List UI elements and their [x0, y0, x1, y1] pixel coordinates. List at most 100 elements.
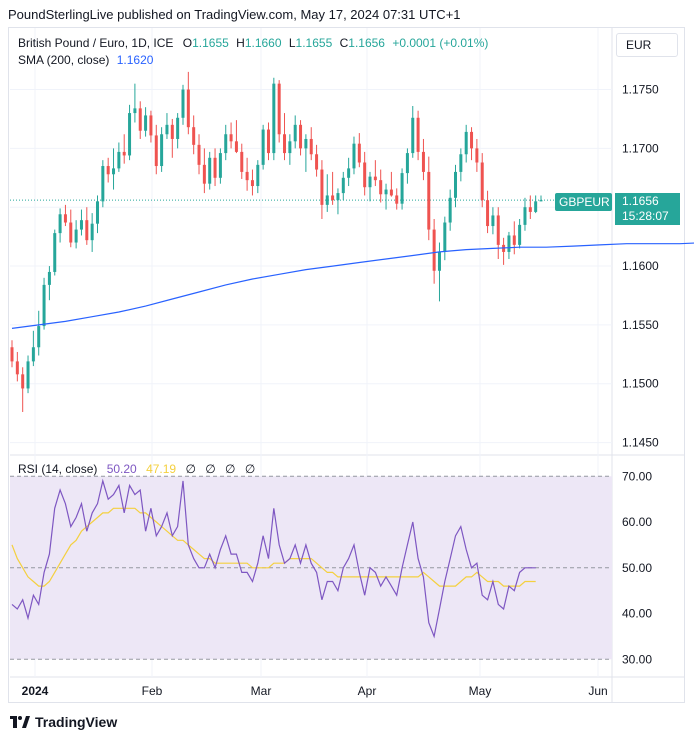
candle-body[interactable]: [165, 124, 169, 135]
candle-body[interactable]: [85, 220, 89, 241]
candle-body[interactable]: [197, 144, 201, 165]
chart-frame[interactable]: [8, 27, 685, 703]
candle-body[interactable]: [534, 201, 538, 212]
candle-body[interactable]: [347, 168, 351, 178]
candle-body[interactable]: [15, 361, 19, 375]
candle-body[interactable]: [213, 157, 217, 178]
candle-body[interactable]: [283, 134, 287, 154]
candle-body[interactable]: [480, 162, 484, 201]
rsi-line[interactable]: [11, 478, 536, 639]
candle-body[interactable]: [400, 173, 404, 204]
candle-body[interactable]: [234, 141, 238, 152]
candle-body[interactable]: [112, 168, 116, 175]
candle-body[interactable]: [47, 271, 51, 285]
candle-body[interactable]: [304, 138, 308, 149]
candle-body[interactable]: [10, 347, 14, 362]
candle-body[interactable]: [470, 131, 474, 149]
candle-body[interactable]: [277, 83, 281, 135]
candle-body[interactable]: [539, 200, 543, 202]
candle-body[interactable]: [63, 214, 67, 223]
tradingview-logo[interactable]: TradingView: [10, 714, 117, 730]
candle-body[interactable]: [69, 222, 73, 243]
candle-body[interactable]: [144, 115, 148, 131]
candle-body[interactable]: [229, 134, 233, 142]
candle-body[interactable]: [325, 195, 329, 205]
candle-body[interactable]: [250, 180, 254, 187]
candle-body[interactable]: [523, 207, 527, 225]
candle-body[interactable]: [31, 347, 35, 362]
candle-body[interactable]: [416, 117, 420, 152]
candle-body[interactable]: [192, 127, 196, 145]
candle-body[interactable]: [261, 129, 265, 165]
candle-body[interactable]: [122, 151, 126, 156]
candle-body[interactable]: [256, 164, 260, 187]
candle-body[interactable]: [373, 176, 377, 181]
candle-body[interactable]: [202, 164, 206, 184]
candle-body[interactable]: [459, 154, 463, 172]
candle-body[interactable]: [379, 180, 383, 195]
candle-body[interactable]: [53, 233, 57, 272]
candle-body[interactable]: [293, 124, 297, 142]
candle-body[interactable]: [21, 374, 25, 389]
candle-body[interactable]: [464, 131, 468, 155]
candle-body[interactable]: [186, 89, 190, 128]
candle-body[interactable]: [384, 189, 388, 195]
candle-body[interactable]: [266, 129, 270, 154]
rsi-ma-line[interactable]: [11, 507, 536, 587]
candle-body[interactable]: [245, 171, 249, 181]
candle-body[interactable]: [160, 134, 164, 167]
candle-body[interactable]: [518, 224, 522, 245]
candle-body[interactable]: [176, 117, 180, 139]
candle-body[interactable]: [491, 215, 495, 227]
candle-body[interactable]: [42, 284, 46, 327]
sma-legend[interactable]: SMA (200, close) 1.1620: [18, 53, 153, 67]
candle-body[interactable]: [341, 177, 345, 194]
candle-body[interactable]: [389, 189, 393, 196]
candle-body[interactable]: [299, 124, 303, 149]
sma-line[interactable]: [11, 242, 694, 329]
candle-body[interactable]: [437, 251, 441, 271]
candle-body[interactable]: [74, 229, 78, 243]
candle-body[interactable]: [90, 223, 94, 241]
candle-body[interactable]: [309, 138, 313, 155]
candle-body[interactable]: [117, 151, 121, 169]
candle-body[interactable]: [79, 220, 83, 230]
candle-body[interactable]: [181, 89, 185, 118]
candle-body[interactable]: [357, 143, 361, 163]
candle-body[interactable]: [496, 215, 500, 245]
candle-body[interactable]: [138, 108, 142, 131]
candle-body[interactable]: [411, 117, 415, 154]
candle-body[interactable]: [224, 134, 228, 154]
candle-body[interactable]: [218, 153, 222, 178]
candle-body[interactable]: [240, 151, 244, 172]
candle-body[interactable]: [395, 195, 399, 204]
candle-body[interactable]: [443, 222, 447, 252]
candle-body[interactable]: [512, 235, 516, 245]
candle-body[interactable]: [320, 169, 324, 205]
rsi-legend[interactable]: RSI (14, close) 50.20 47.19 ∅ ∅ ∅ ∅: [18, 462, 255, 476]
candle-body[interactable]: [288, 141, 292, 154]
candle-body[interactable]: [454, 171, 458, 198]
candle-body[interactable]: [486, 200, 490, 227]
symbol-title[interactable]: British Pound / Euro, 1D, ICE: [18, 36, 174, 50]
candle-body[interactable]: [336, 193, 340, 201]
candle-body[interactable]: [368, 176, 372, 188]
candle-body[interactable]: [432, 229, 436, 271]
candle-body[interactable]: [106, 166, 110, 175]
candle-body[interactable]: [352, 143, 356, 169]
candle-body[interactable]: [128, 113, 132, 156]
candle-body[interactable]: [170, 124, 174, 139]
candle-body[interactable]: [58, 214, 62, 234]
candle-body[interactable]: [208, 157, 212, 184]
candle-body[interactable]: [528, 207, 532, 212]
candle-body[interactable]: [101, 166, 105, 202]
candle-body[interactable]: [154, 135, 158, 167]
candle-body[interactable]: [331, 195, 335, 201]
candle-body[interactable]: [427, 171, 431, 230]
candle-body[interactable]: [405, 153, 409, 174]
candle-body[interactable]: [95, 201, 99, 224]
candle-body[interactable]: [507, 235, 511, 252]
candle-body[interactable]: [475, 148, 479, 163]
candle-body[interactable]: [133, 108, 137, 114]
